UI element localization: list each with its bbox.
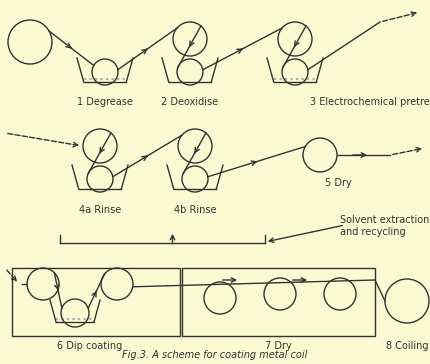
Text: Fig.3. A scheme for coating metal coil: Fig.3. A scheme for coating metal coil: [122, 350, 307, 360]
Text: 4a Rinse: 4a Rinse: [79, 205, 121, 215]
Text: 6 Dip coating: 6 Dip coating: [57, 341, 123, 351]
Text: 5 Dry: 5 Dry: [324, 178, 351, 188]
Text: Solvent extraction
and recycling: Solvent extraction and recycling: [339, 215, 428, 237]
Text: 2 Deoxidise: 2 Deoxidise: [161, 97, 218, 107]
Text: 1 Degrease: 1 Degrease: [77, 97, 132, 107]
Text: 3 Electrochemical pretreatment: 3 Electrochemical pretreatment: [309, 97, 430, 107]
Text: 7 Dry: 7 Dry: [264, 341, 291, 351]
Text: 4b Rinse: 4b Rinse: [173, 205, 216, 215]
Bar: [12, 268, 180, 336]
Bar: [181, 268, 374, 336]
Text: 8 Coiling: 8 Coiling: [385, 341, 427, 351]
